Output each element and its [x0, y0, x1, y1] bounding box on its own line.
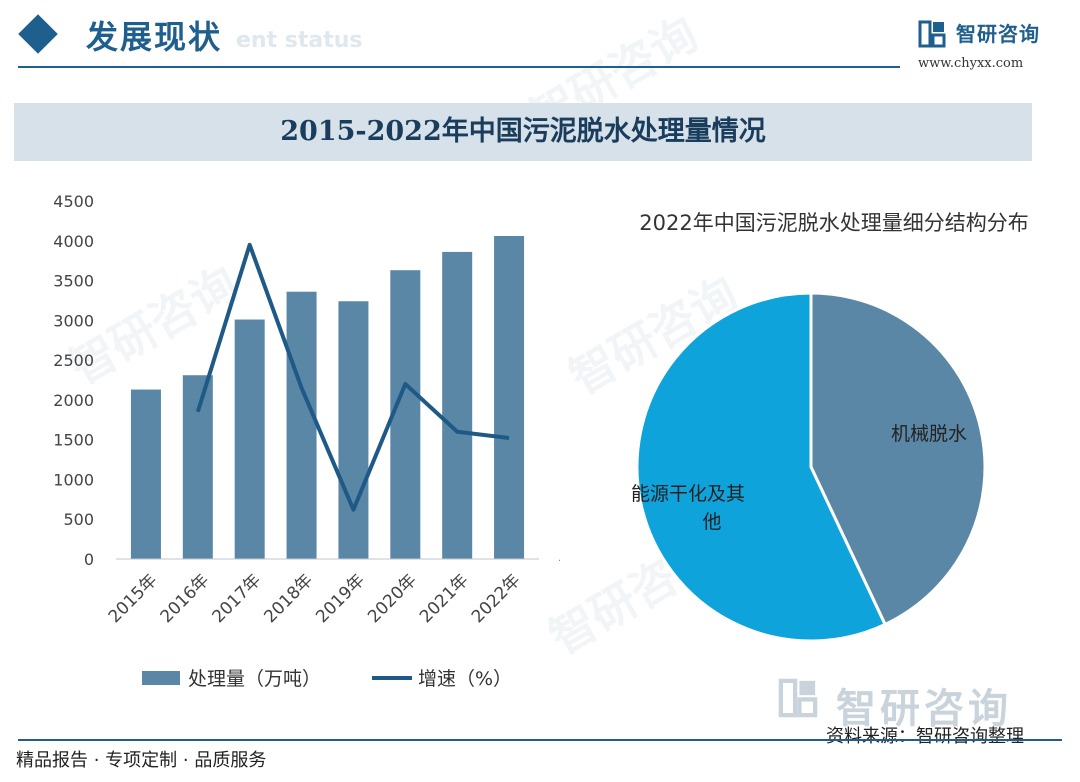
y-tick-left: 3500 [53, 272, 94, 291]
bar [494, 236, 525, 559]
brand-logo-text: 智研咨询 [956, 22, 1040, 46]
brand-logo-icon [918, 20, 946, 48]
x-tick: 2021年 [416, 570, 473, 627]
y-tick-left: 2500 [53, 351, 94, 370]
header-divider [18, 66, 900, 68]
bar [286, 291, 317, 559]
footer-divider [18, 739, 1062, 741]
x-tick-group: 2015年 [105, 570, 162, 627]
legend-swatch-bar [142, 671, 180, 685]
y-tick-left: 1000 [53, 470, 94, 489]
footer-logo-icon [778, 678, 818, 718]
y-tick-left: 3000 [53, 311, 94, 330]
pie-slice [635, 291, 888, 643]
pie-label: 能源干化及其 [631, 483, 745, 505]
x-tick: 2019年 [312, 570, 369, 627]
x-tick-group: 2020年 [364, 570, 421, 627]
pie-label: 机械脱水 [891, 423, 967, 445]
bar [442, 251, 473, 559]
page-title: 发展现状 [86, 18, 223, 56]
diamond-icon [18, 14, 58, 54]
source-note: 资料来源：智研咨询整理 [826, 726, 1024, 747]
y-tick-left: 0 [84, 550, 94, 569]
legend-label-bar: 处理量（万吨） [188, 668, 321, 690]
x-tick: 2015年 [105, 570, 162, 627]
x-tick-group: 2016年 [157, 570, 214, 627]
pie-title: 2022年中国污泥脱水处理量细分结构分布 [639, 211, 1028, 235]
x-tick: 2020年 [364, 570, 421, 627]
combo-chart: 0 500 1000 1500 2000 2500 3000 3500 4000 4500 -10%… [53, 192, 560, 690]
x-tick-group: 2018年 [260, 570, 317, 627]
bar [130, 389, 161, 559]
y-tick-left: 4500 [53, 192, 94, 211]
banner-title: 2015-2022年中国污泥脱水处理量情况 [280, 116, 766, 147]
growth-line [195, 242, 510, 512]
bar [390, 270, 421, 559]
section-subtitle-watermark: ent status [236, 28, 363, 53]
x-tick-group: 2021年 [416, 570, 473, 627]
chart-banner: 2015-2022年中国污泥脱水处理量情况 [14, 103, 1032, 161]
y-tick-left: 2000 [53, 391, 94, 410]
x-tick: 2018年 [260, 570, 317, 627]
y-tick-right: -10% [559, 550, 560, 569]
legend-label-line: 增速（%） [418, 668, 512, 690]
bar [234, 319, 265, 559]
x-tick: 2016年 [157, 570, 214, 627]
bar [338, 301, 369, 559]
page-header: 发展现状 ent status 智研咨询 www.chyxx.com [0, 0, 1080, 80]
y-tick-left: 1500 [53, 431, 94, 450]
y-tick-left: 4000 [53, 232, 94, 251]
footer-slogan: 精品报告 · 专项定制 · 品质服务 [16, 750, 267, 771]
x-tick-group: 2022年 [468, 570, 525, 627]
bar [182, 375, 213, 559]
x-tick-group: 2019年 [312, 570, 369, 627]
brand-url: www.chyxx.com [918, 56, 1024, 71]
pie-slice [809, 291, 987, 627]
pie-label: 他 [702, 511, 721, 533]
y-tick-left: 500 [63, 510, 94, 529]
x-tick-group: 2017年 [208, 570, 265, 627]
footer-logo-text: 智研咨询 [836, 686, 1012, 732]
x-tick: 2017年 [208, 570, 265, 627]
x-tick: 2022年 [468, 570, 525, 627]
